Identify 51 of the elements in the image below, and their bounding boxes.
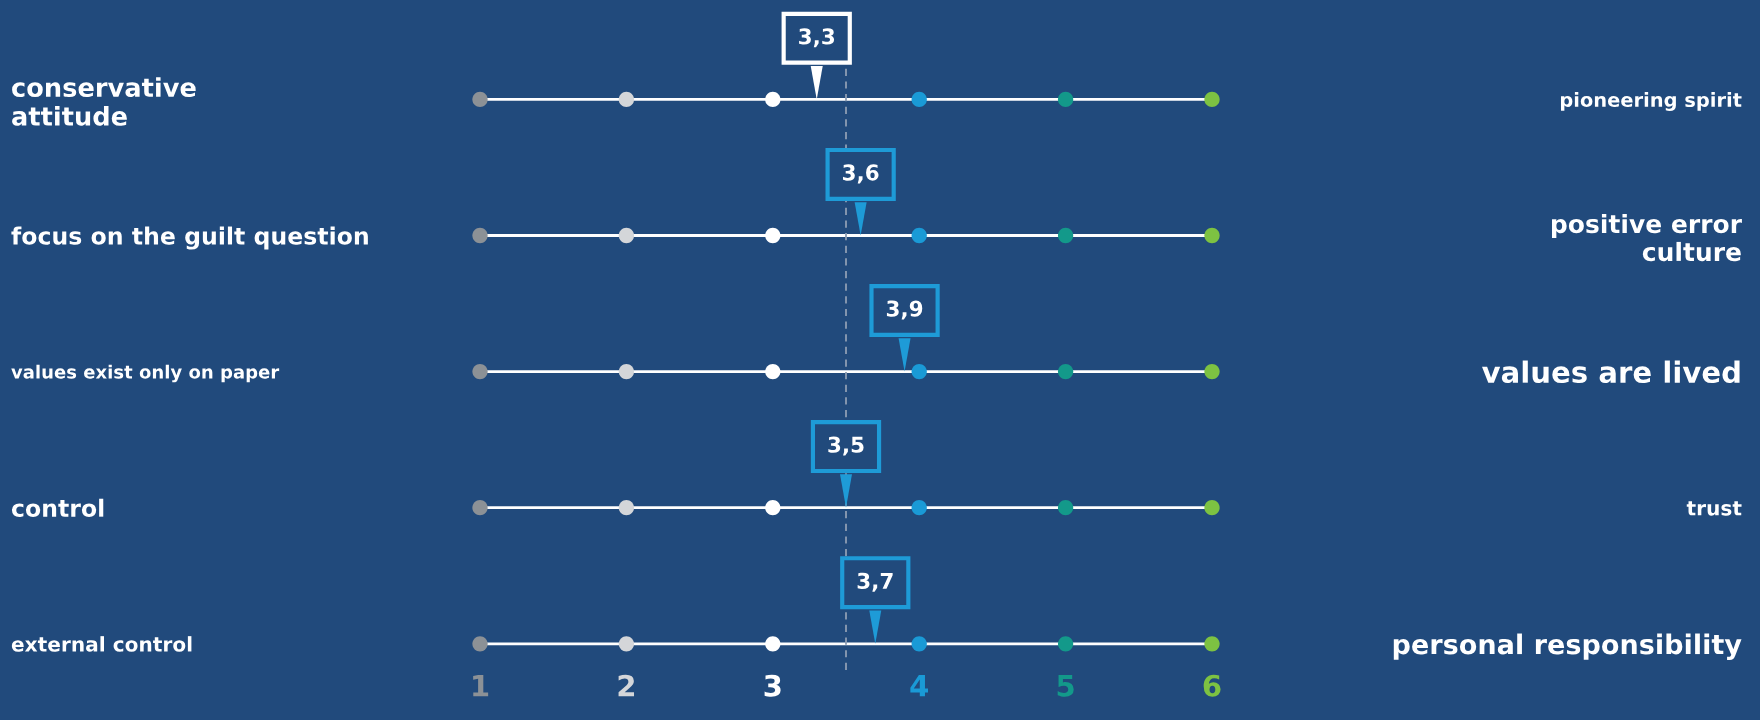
x-tick-label: 3 <box>764 674 781 697</box>
y-tick-label: focus on the guilt question <box>11 226 368 250</box>
x-tick-label: 1 <box>473 675 489 697</box>
y2-tick-label: personal responsibility <box>1393 633 1742 660</box>
point <box>911 636 927 652</box>
x-tick-label: 5 <box>1057 675 1074 697</box>
y-tick-label: values exist only on paper <box>11 364 280 383</box>
point <box>472 636 488 652</box>
point <box>1204 500 1220 516</box>
point <box>618 500 635 516</box>
point <box>765 500 781 516</box>
y2-tick-label: values are lived <box>1482 360 1740 384</box>
point <box>618 363 635 380</box>
point <box>472 91 488 108</box>
data-label: 3,9 <box>886 300 923 320</box>
point <box>1057 363 1074 380</box>
point <box>1057 636 1074 652</box>
point <box>765 363 781 380</box>
data-label: 3,6 <box>843 164 879 184</box>
point <box>472 500 488 516</box>
point <box>911 91 927 108</box>
point <box>911 363 927 380</box>
y-tick-label: external control <box>11 636 192 652</box>
point <box>765 91 781 108</box>
point <box>1057 500 1074 516</box>
point <box>472 363 488 380</box>
point <box>911 227 927 244</box>
point <box>1204 227 1220 244</box>
point <box>765 227 781 244</box>
point <box>1204 636 1220 652</box>
point <box>618 91 635 108</box>
point <box>618 636 635 652</box>
x-tick-label: 2 <box>618 674 635 697</box>
x-tick-label: 6 <box>1203 674 1221 697</box>
point <box>618 227 635 244</box>
x-tick-label: 4 <box>910 675 929 697</box>
y2-tick-label: trust <box>1686 501 1742 516</box>
data-label: 3,5 <box>828 436 864 456</box>
point <box>765 636 781 652</box>
y2-tick-label: positive error culture <box>1551 213 1742 262</box>
y2-tick-label: pioneering spirit <box>1560 92 1742 111</box>
point <box>1057 91 1074 108</box>
point <box>1204 91 1220 108</box>
y-tick-label: conservative attitude <box>12 77 196 126</box>
data-label: 3,7 <box>857 572 893 592</box>
point <box>472 227 488 244</box>
point <box>911 500 927 516</box>
y-tick-label: control <box>11 498 104 518</box>
point <box>1204 363 1220 380</box>
data-label: 3,3 <box>799 28 835 48</box>
point <box>1057 227 1074 244</box>
